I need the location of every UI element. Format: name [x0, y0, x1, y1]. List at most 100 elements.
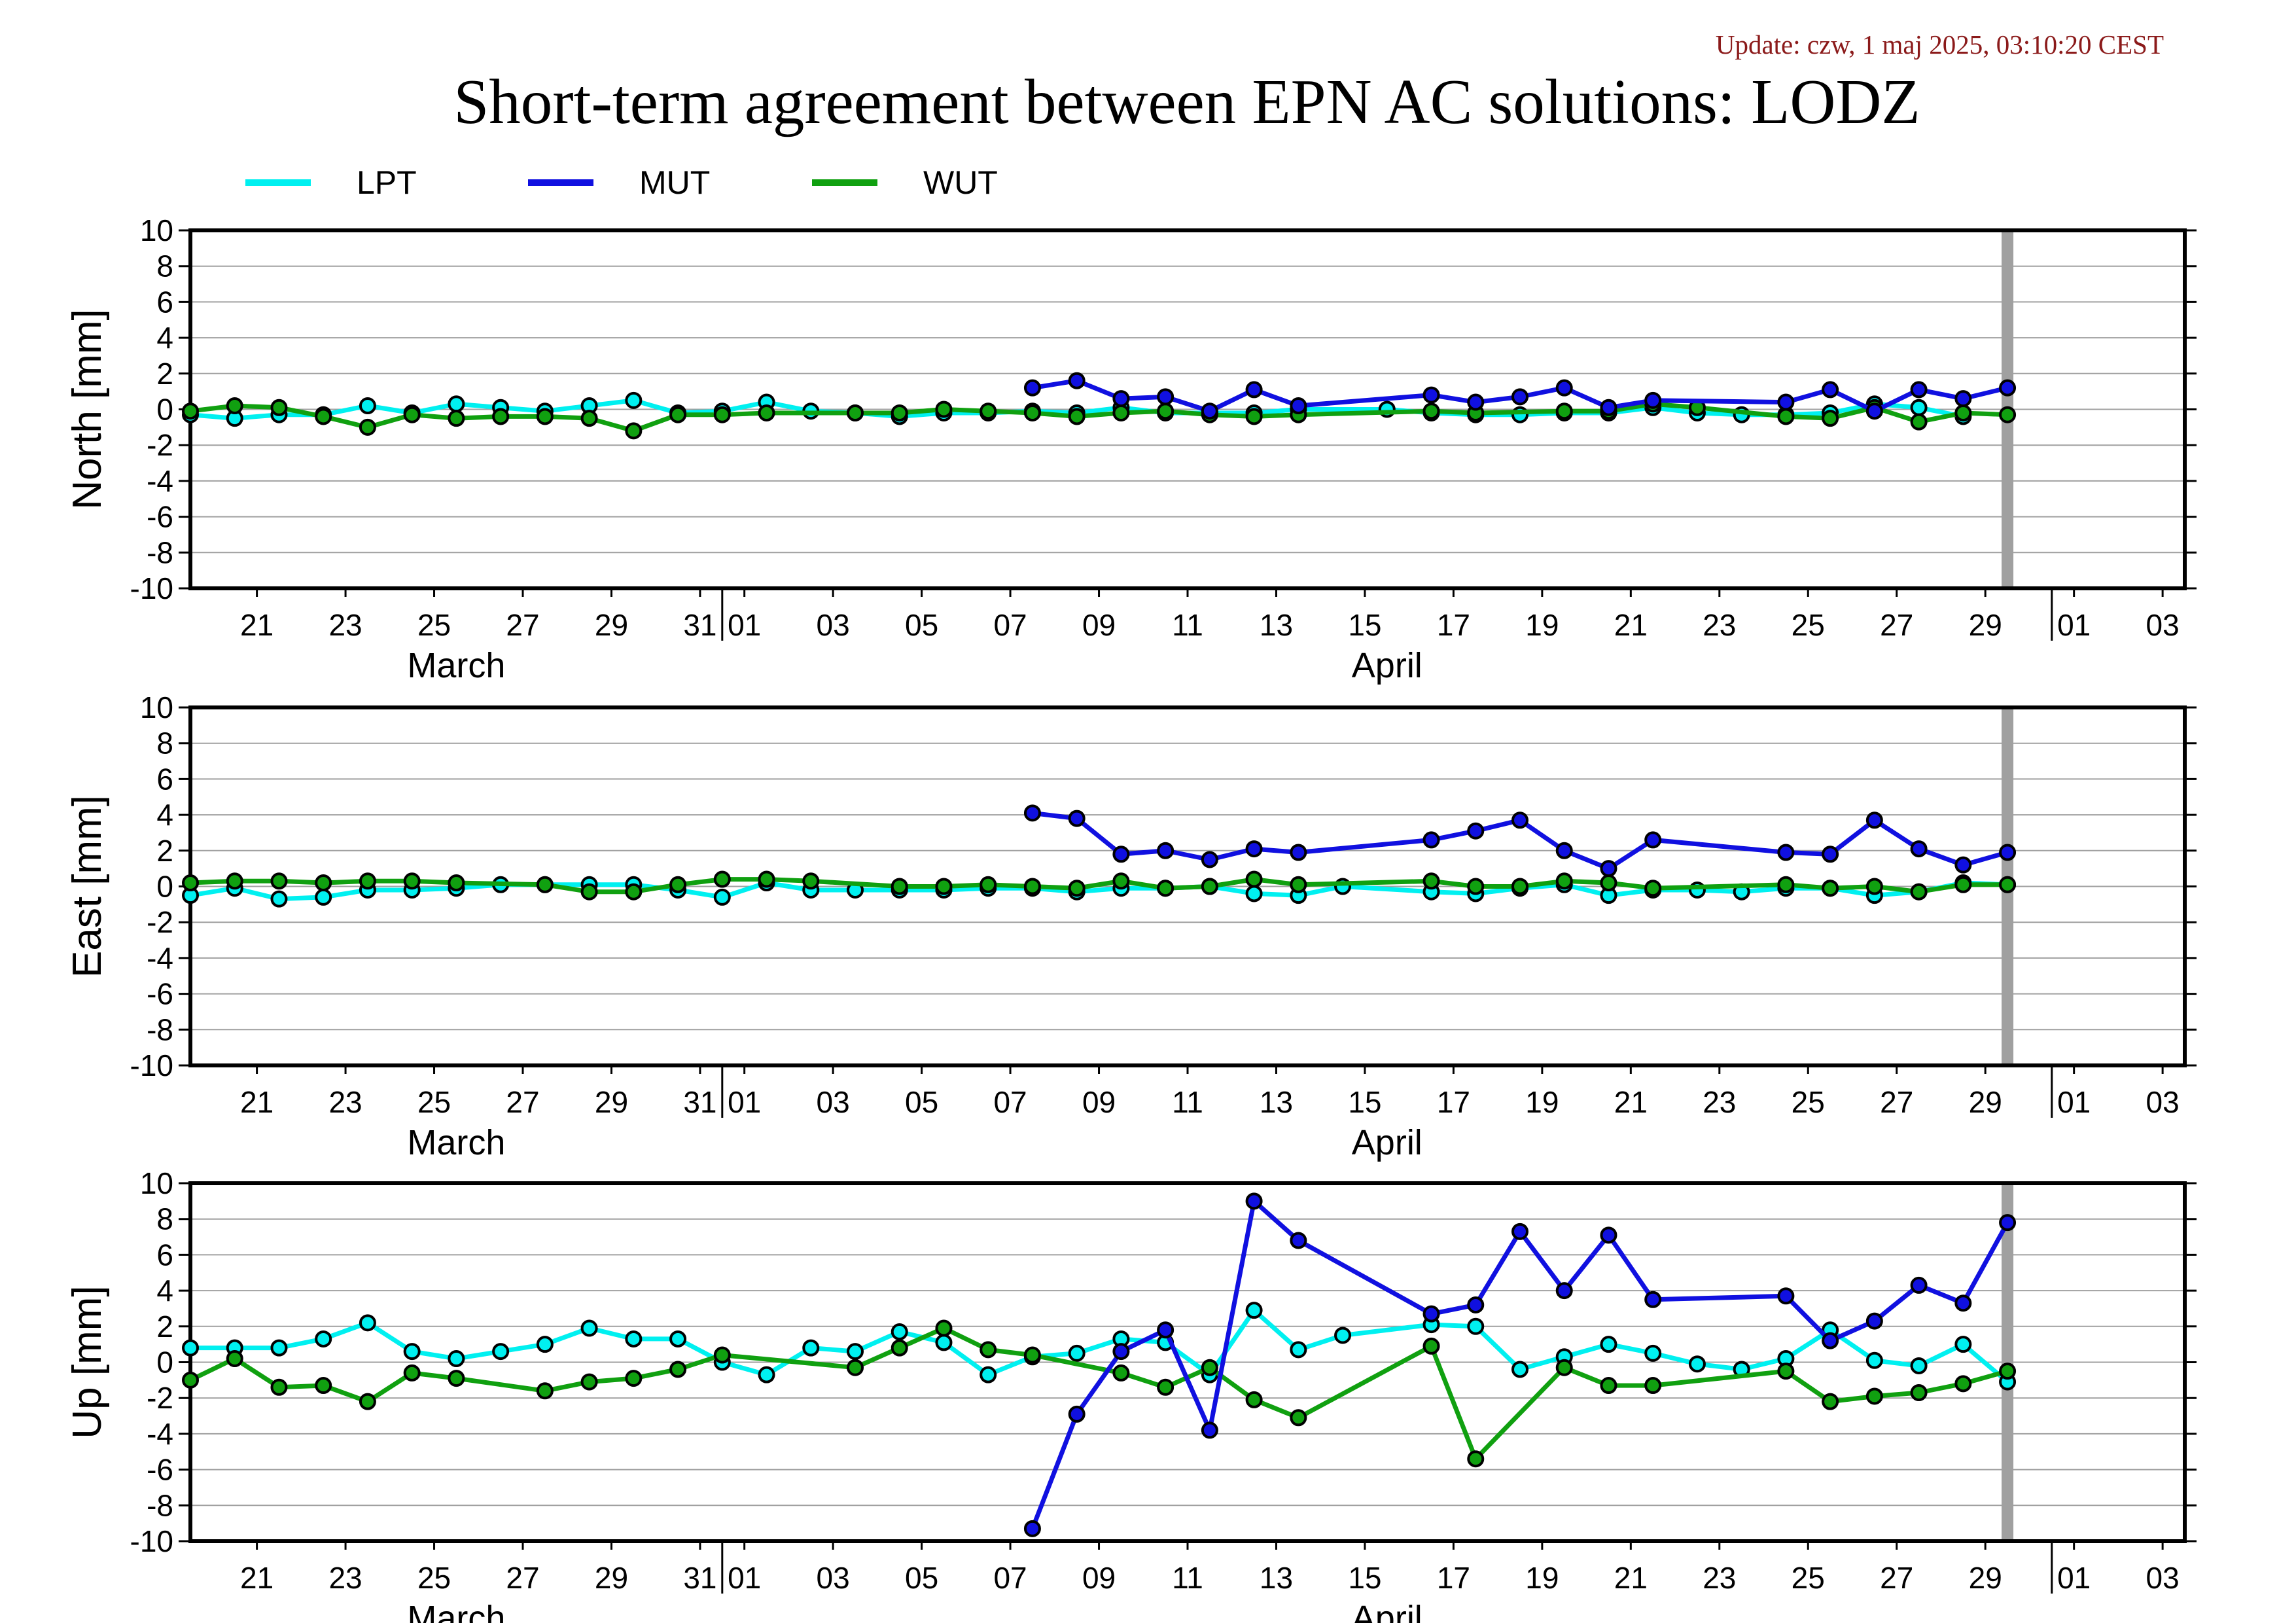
y-tick-label: 10 — [140, 1166, 173, 1200]
data-point-wut — [359, 418, 376, 436]
x-tick-label: 27 — [1880, 608, 1913, 642]
data-point-mut — [1822, 846, 1839, 863]
y-tick-label: -4 — [147, 464, 173, 498]
data-point-lpt — [669, 1330, 687, 1347]
x-tick-label: 13 — [1260, 1085, 1293, 1119]
data-point-lpt — [758, 1366, 775, 1383]
data-point-lpt — [1290, 1341, 1307, 1359]
series-line-lpt — [190, 398, 1964, 421]
data-point-wut — [1023, 878, 1041, 895]
data-point-wut — [1112, 404, 1130, 421]
x-tick-label: 07 — [993, 1561, 1027, 1595]
data-point-lpt — [448, 395, 465, 413]
month-label: March — [407, 1599, 505, 1623]
data-point-wut — [1555, 1359, 1573, 1376]
x-tick-label: 01 — [2057, 1085, 2091, 1119]
x-tick-label: 25 — [1792, 1561, 1825, 1595]
data-point-wut — [625, 883, 643, 901]
y-tick-label: -8 — [147, 1488, 173, 1522]
y-tick-label: 10 — [140, 213, 173, 247]
data-point-wut — [1157, 1378, 1174, 1396]
data-point-mut — [1865, 1312, 1883, 1330]
data-point-mut — [1068, 372, 1086, 389]
data-point-wut — [1112, 872, 1130, 890]
legend-label-wut: WUT — [923, 164, 998, 201]
data-point-wut — [1068, 880, 1086, 897]
data-point-mut — [1910, 840, 1928, 858]
y-axis-label: Up [mm] — [65, 1285, 110, 1438]
data-point-wut — [1245, 1391, 1263, 1408]
x-tick-label: 21 — [240, 1561, 274, 1595]
x-tick-label: 11 — [1172, 608, 1203, 642]
data-point-wut — [1422, 402, 1440, 420]
data-point-mut — [1999, 844, 2017, 861]
x-tick-label: 31 — [683, 1561, 716, 1595]
data-point-wut — [1112, 1364, 1130, 1382]
data-point-wut — [802, 872, 820, 890]
data-point-wut — [1999, 876, 2017, 893]
legend-label-lpt: LPT — [357, 164, 417, 201]
x-tick-label: 09 — [1082, 1085, 1116, 1119]
data-point-wut — [1999, 1363, 2017, 1380]
x-tick-label: 15 — [1348, 1085, 1381, 1119]
y-tick-label: 8 — [156, 249, 173, 283]
data-point-wut — [1822, 880, 1839, 897]
data-point-mut — [1910, 1276, 1928, 1294]
x-tick-label: 03 — [817, 608, 850, 642]
data-point-wut — [315, 408, 332, 425]
month-label: April — [1352, 1123, 1422, 1162]
data-point-wut — [580, 1373, 598, 1391]
y-tick-label: -2 — [147, 1381, 173, 1415]
data-point-wut — [1777, 876, 1795, 893]
data-point-wut — [713, 1346, 731, 1364]
data-point-wut — [891, 404, 908, 421]
y-tick-label: 6 — [156, 762, 173, 796]
data-point-mut — [1600, 860, 1617, 878]
data-point-lpt — [315, 1330, 332, 1347]
data-point-wut — [226, 872, 243, 890]
data-point-mut — [1555, 1282, 1573, 1300]
data-point-wut — [1511, 878, 1528, 895]
data-point-wut — [1954, 404, 1972, 421]
x-tick-label: 05 — [905, 1085, 938, 1119]
data-point-mut — [1068, 1405, 1086, 1423]
data-point-mut — [1245, 1192, 1263, 1210]
data-point-wut — [182, 1371, 199, 1389]
y-tick-label: -10 — [130, 571, 173, 605]
data-point-wut — [980, 876, 997, 893]
data-point-wut — [1644, 1377, 1662, 1395]
data-point-wut — [182, 874, 199, 892]
data-point-mut — [1422, 831, 1440, 849]
data-point-wut — [758, 870, 775, 888]
data-point-wut — [713, 406, 731, 423]
data-point-lpt — [625, 391, 643, 409]
data-point-mut — [1865, 812, 1883, 829]
data-point-lpt — [847, 1343, 864, 1361]
data-point-mut — [1467, 1296, 1485, 1313]
x-tick-label: 31 — [683, 608, 716, 642]
y-axis-label: North [mm] — [65, 309, 110, 510]
data-point-mut — [1157, 1321, 1174, 1339]
data-point-wut — [536, 408, 554, 425]
data-point-lpt — [1600, 1336, 1617, 1353]
data-point-lpt — [1068, 1344, 1086, 1362]
data-point-wut — [1290, 876, 1307, 893]
data-point-mut — [1822, 381, 1839, 399]
x-tick-label: 13 — [1260, 1561, 1293, 1595]
data-point-mut — [1422, 1305, 1440, 1323]
data-point-mut — [1910, 381, 1928, 399]
x-tick-label: 23 — [1703, 1561, 1736, 1595]
x-tick-label: 17 — [1437, 1085, 1470, 1119]
data-point-wut — [669, 876, 687, 893]
data-point-mut — [1644, 831, 1662, 849]
data-point-lpt — [1954, 1336, 1972, 1353]
data-point-wut — [669, 406, 687, 423]
data-point-lpt — [536, 1336, 554, 1353]
y-tick-label: 8 — [156, 1202, 173, 1236]
y-tick-label: 2 — [156, 834, 173, 868]
data-point-lpt — [802, 1339, 820, 1357]
data-point-mut — [1201, 851, 1218, 868]
